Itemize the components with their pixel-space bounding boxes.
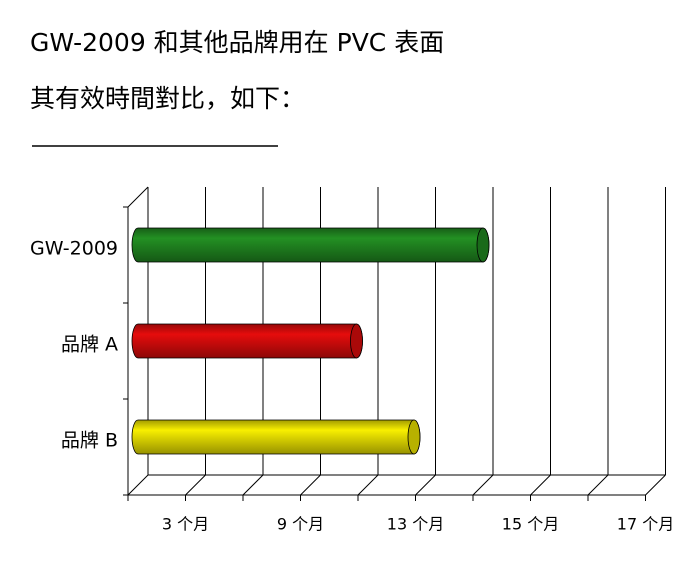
bar <box>131 227 490 263</box>
x-tick-label: 17 个月 <box>617 515 674 534</box>
bar-cap <box>350 323 363 359</box>
floor-line <box>127 474 149 496</box>
bar-body <box>131 419 421 455</box>
bar <box>131 419 421 455</box>
floor-line <box>587 474 609 496</box>
floor-line <box>472 474 494 496</box>
floor-line <box>300 474 321 496</box>
bar-body <box>131 323 363 359</box>
y-tick-label: 品牌 A <box>61 334 118 356</box>
floor-line <box>185 474 206 496</box>
floor-line <box>645 474 666 496</box>
x-tick-label: 15 个月 <box>502 515 559 534</box>
y-tick-label: 品牌 B <box>61 430 118 452</box>
floor-line <box>357 474 379 496</box>
depth-top <box>127 186 149 208</box>
x-tick-label: 3 个月 <box>162 515 209 534</box>
chart-subtitle: 其有效時間對比，如下： <box>30 84 305 113</box>
bar-body <box>131 227 490 263</box>
y-tick-label: GW-2009 <box>30 238 118 260</box>
bar-cap <box>476 227 490 263</box>
floor-line <box>415 474 436 496</box>
floor-line <box>530 474 551 496</box>
floor-line <box>242 474 264 496</box>
x-tick-label: 13 个月 <box>387 515 444 534</box>
bar-cap <box>407 419 421 455</box>
bar <box>131 323 363 359</box>
chart-title: GW-2009 和其他品牌用在 PVC 表面 <box>30 28 444 57</box>
x-tick-label: 9 个月 <box>277 515 324 534</box>
